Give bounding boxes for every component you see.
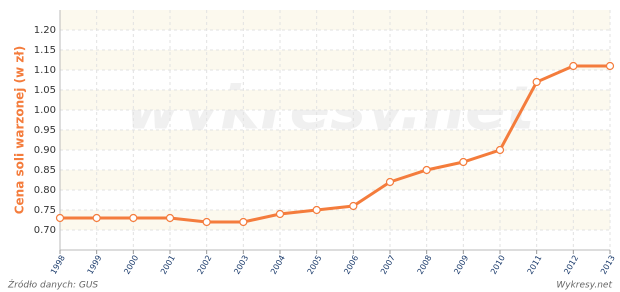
x-tick-label: 2007 (379, 254, 397, 276)
plot-band (60, 10, 610, 30)
x-tick-label: 2003 (232, 254, 250, 276)
point (459, 157, 468, 167)
line (60, 64, 610, 224)
y-tick-label: 1.15 (34, 45, 56, 56)
point (92, 213, 101, 223)
point (55, 213, 65, 223)
x-tick-label: 1999 (86, 254, 104, 276)
plot-band (60, 50, 610, 70)
credit: Wykresy.net (556, 281, 612, 291)
x-tick-label: 2004 (269, 254, 287, 276)
x-tick-label: 2002 (196, 254, 214, 276)
x-tick-label: 2011 (526, 254, 544, 276)
x-tick-label: 2012 (562, 254, 580, 276)
point (605, 61, 615, 71)
y-tick-label: 0.85 (34, 165, 56, 176)
point (349, 201, 358, 211)
y-tick-label: 0.75 (34, 205, 56, 216)
y-tick-label: 1.05 (34, 85, 56, 96)
y-tick-label: 1.10 (34, 65, 56, 76)
y-tick-label: 0.95 (34, 125, 56, 136)
x-tick-label: 2010 (489, 254, 507, 276)
y-tick-label: 0.70 (34, 225, 56, 236)
x-tick-label: 2009 (452, 254, 470, 276)
y-tick-label: 0.90 (34, 145, 56, 156)
y-tick-label: 1.00 (34, 105, 56, 116)
y-tick-label: 1.20 (34, 25, 56, 36)
y-axis-title: Cena soli warzonej (w zł) (13, 46, 27, 215)
point (202, 217, 211, 227)
plot-band (60, 90, 610, 110)
x-tick-label: 2006 (342, 254, 360, 276)
x-tick-label: 2013 (599, 254, 617, 276)
x-tick-label: 2001 (159, 254, 177, 276)
point (275, 209, 285, 219)
plot-band (60, 210, 610, 230)
point (569, 61, 578, 71)
x-tick-label: 2000 (122, 254, 140, 276)
point (385, 177, 395, 187)
point (422, 165, 431, 175)
plot-band (60, 130, 610, 150)
source: Źródło danych: GUS (7, 279, 98, 291)
y-tick-label: 0.80 (34, 185, 56, 196)
plot-band (60, 170, 610, 190)
point (239, 217, 248, 227)
point (165, 213, 175, 223)
point (129, 213, 138, 223)
point (532, 77, 541, 87)
x-tick-label: 2005 (306, 254, 324, 276)
x-tick-label: 2008 (416, 254, 434, 276)
point (495, 145, 505, 155)
x-tick-label: 1998 (49, 254, 67, 276)
point (312, 205, 321, 215)
